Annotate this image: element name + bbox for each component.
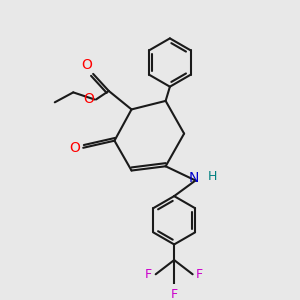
Text: H: H (208, 170, 217, 183)
Text: F: F (196, 268, 203, 281)
Text: F: F (145, 268, 152, 281)
Text: O: O (70, 141, 80, 155)
Text: O: O (84, 92, 94, 106)
Text: F: F (171, 288, 178, 300)
Text: O: O (81, 58, 92, 73)
Text: N: N (189, 171, 199, 185)
